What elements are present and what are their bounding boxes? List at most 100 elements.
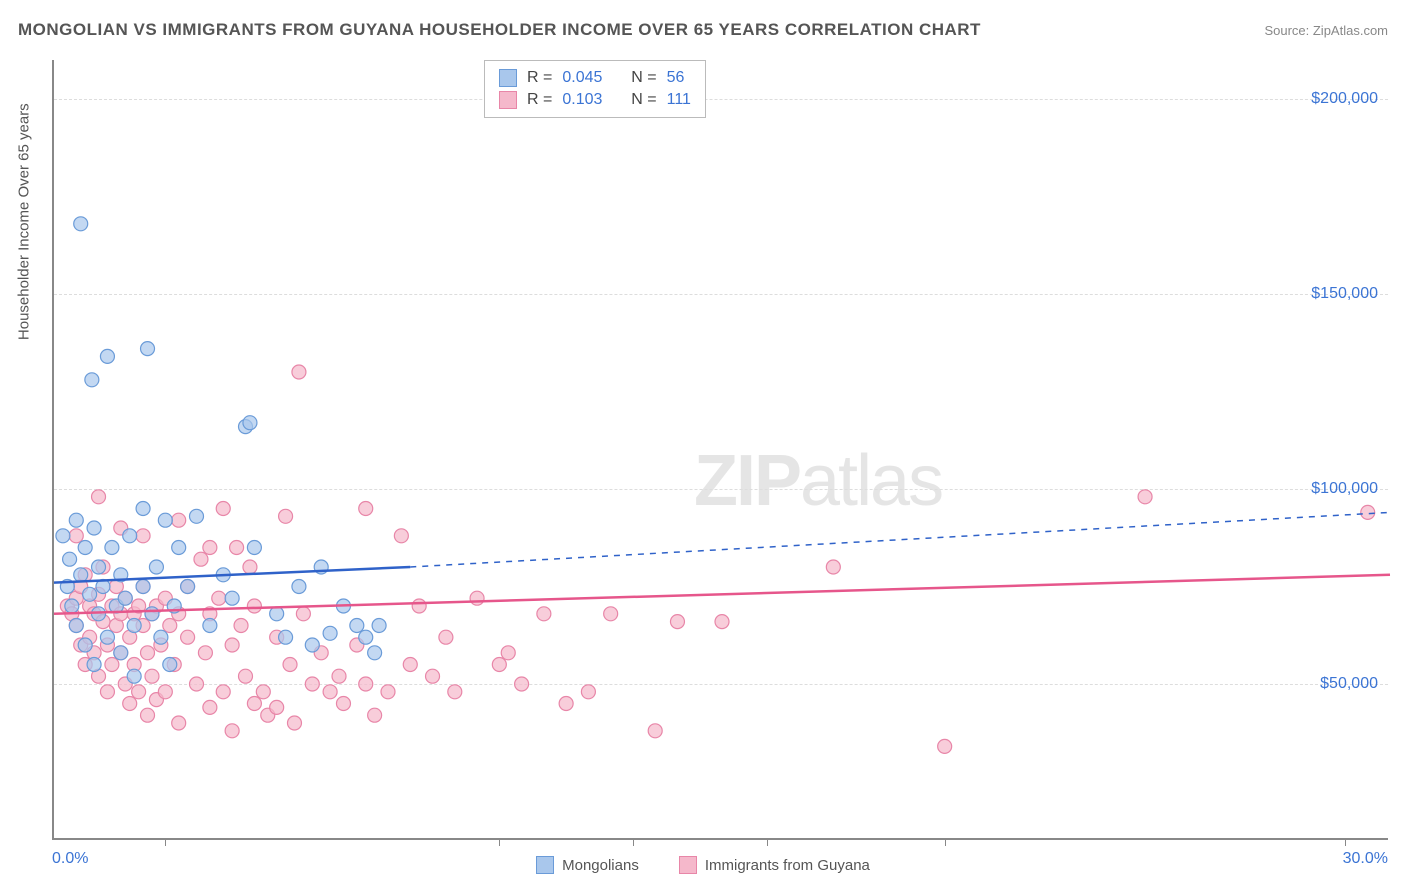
data-point — [212, 591, 226, 605]
data-point — [216, 685, 230, 699]
data-point — [492, 658, 506, 672]
data-point — [359, 502, 373, 516]
data-point — [194, 552, 208, 566]
data-point — [279, 630, 293, 644]
data-point — [132, 685, 146, 699]
data-point — [141, 646, 155, 660]
data-point — [100, 685, 114, 699]
data-point — [105, 658, 119, 672]
data-point — [136, 580, 150, 594]
data-point — [439, 630, 453, 644]
data-point — [149, 560, 163, 574]
data-point — [154, 630, 168, 644]
data-point — [203, 619, 217, 633]
r-value-1: 0.103 — [562, 91, 602, 109]
data-point — [247, 599, 261, 613]
data-point — [69, 513, 83, 527]
scatter-plot-svg — [54, 60, 1388, 838]
data-point — [74, 217, 88, 231]
data-point — [238, 669, 252, 683]
data-point — [230, 541, 244, 555]
data-point — [604, 607, 618, 621]
data-point — [323, 626, 337, 640]
data-point — [127, 669, 141, 683]
data-point — [63, 552, 77, 566]
legend-label-1: Immigrants from Guyana — [705, 857, 870, 874]
data-point — [105, 541, 119, 555]
n-value-1: 111 — [667, 91, 691, 109]
data-point — [172, 513, 186, 527]
data-point — [136, 529, 150, 543]
data-point — [305, 677, 319, 691]
data-point — [537, 607, 551, 621]
data-point — [198, 646, 212, 660]
data-point — [78, 541, 92, 555]
legend-item-1: Immigrants from Guyana — [679, 848, 870, 882]
data-point — [65, 599, 79, 613]
swatch-series-1 — [499, 91, 517, 109]
data-point — [203, 541, 217, 555]
data-point — [127, 619, 141, 633]
data-point — [372, 619, 386, 633]
data-point — [163, 658, 177, 672]
stats-row-series-1: R = 0.103 N = 111 — [499, 89, 691, 111]
data-point — [336, 697, 350, 711]
data-point — [394, 529, 408, 543]
data-point — [181, 580, 195, 594]
data-point — [426, 669, 440, 683]
data-point — [158, 513, 172, 527]
data-point — [247, 541, 261, 555]
data-point — [515, 677, 529, 691]
data-point — [670, 615, 684, 629]
data-point — [145, 669, 159, 683]
data-point — [501, 646, 515, 660]
data-point — [292, 580, 306, 594]
data-point — [292, 365, 306, 379]
data-point — [648, 724, 662, 738]
data-point — [158, 685, 172, 699]
data-point — [359, 630, 373, 644]
y-axis-label: Householder Income Over 65 years — [16, 103, 33, 340]
r-value-0: 0.045 — [562, 69, 602, 87]
legend: Mongolians Immigrants from Guyana — [0, 848, 1406, 882]
regression-line-1 — [54, 575, 1390, 614]
data-point — [87, 658, 101, 672]
legend-label-0: Mongolians — [562, 857, 639, 874]
data-point — [225, 638, 239, 652]
data-point — [145, 607, 159, 621]
x-tick — [499, 838, 500, 846]
data-point — [368, 708, 382, 722]
data-point — [216, 502, 230, 516]
data-point — [270, 700, 284, 714]
data-point — [78, 638, 92, 652]
data-point — [448, 685, 462, 699]
regression-line-0-extrapolated — [410, 512, 1390, 567]
data-point — [190, 509, 204, 523]
data-point — [381, 685, 395, 699]
data-point — [1361, 505, 1375, 519]
data-point — [56, 529, 70, 543]
data-point — [203, 700, 217, 714]
data-point — [279, 509, 293, 523]
data-point — [287, 716, 301, 730]
data-point — [100, 630, 114, 644]
data-point — [83, 587, 97, 601]
data-point — [938, 739, 952, 753]
data-point — [323, 685, 337, 699]
data-point — [114, 646, 128, 660]
legend-swatch-0 — [536, 856, 554, 874]
x-tick — [165, 838, 166, 846]
data-point — [296, 607, 310, 621]
legend-item-0: Mongolians — [536, 848, 639, 882]
data-point — [332, 669, 346, 683]
data-point — [305, 638, 319, 652]
data-point — [225, 591, 239, 605]
data-point — [559, 697, 573, 711]
swatch-series-0 — [499, 69, 517, 87]
data-point — [270, 607, 284, 621]
data-point — [163, 619, 177, 633]
data-point — [715, 615, 729, 629]
data-point — [92, 560, 106, 574]
x-tick — [633, 838, 634, 846]
stats-row-series-0: R = 0.045 N = 56 — [499, 67, 691, 89]
